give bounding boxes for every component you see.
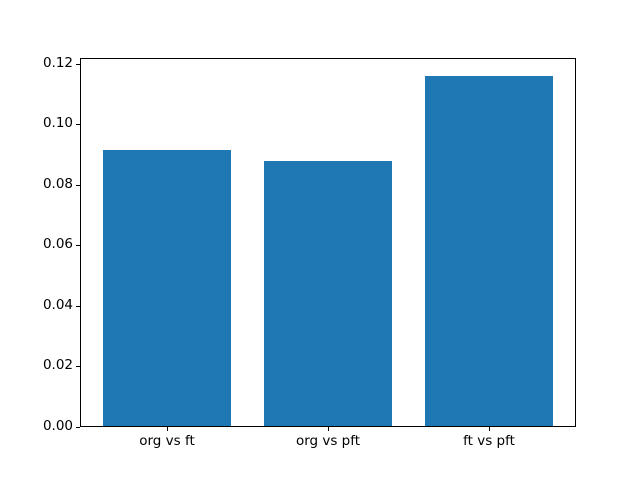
y-tick-label: 0.02: [42, 357, 73, 374]
bar-ft-vs-pft: [424, 75, 554, 427]
x-tick-label: org vs ft: [139, 433, 195, 449]
x-axis-tick: [167, 427, 168, 431]
y-axis-tick: [76, 245, 80, 247]
y-axis-tick: [76, 63, 80, 65]
y-tick-label: 0.04: [42, 296, 73, 313]
y-tick-label: 0.12: [42, 54, 73, 71]
y-tick-label: 0.10: [42, 114, 73, 131]
y-tick-label: 0.06: [42, 236, 73, 253]
bar-org-vs-pft: [263, 161, 393, 427]
y-axis-tick: [76, 366, 80, 368]
y-axis-tick: [76, 305, 80, 307]
y-tick-label: 0.00: [42, 417, 73, 434]
y-tick-label: 0.08: [42, 175, 73, 192]
axes: org vs ft org vs pft ft vs pft 0.00 0.02 0.04…: [43, 56, 576, 448]
x-axis-tick: [328, 427, 329, 431]
y-axis-tick: [76, 124, 80, 125]
y-axis-tick: [76, 184, 80, 186]
bar-org-vs-ft: [102, 149, 232, 427]
x-tick-label: org vs pft: [295, 433, 361, 449]
x-tick-label: ft vs pft: [463, 433, 515, 449]
x-axis-tick: [489, 427, 490, 431]
y-axis-tick: [76, 427, 80, 428]
